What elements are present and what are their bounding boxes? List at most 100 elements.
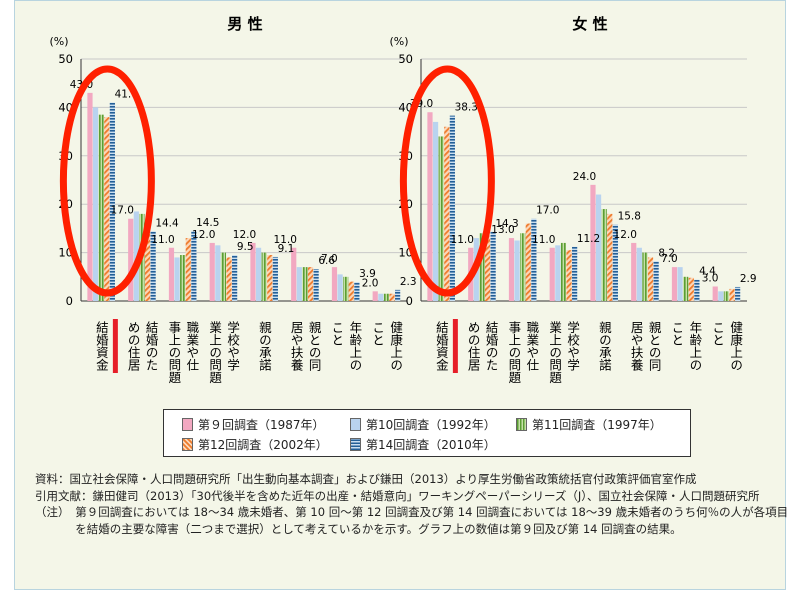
note-text: 鎌田健司（2013）「30代後半を含めた近年の出産・結婚意向」ワーキングペーパー… xyxy=(92,488,760,503)
bar xyxy=(354,282,360,301)
data-label: 13.0 xyxy=(491,224,514,236)
data-label: 11.2 xyxy=(577,233,600,245)
bar xyxy=(220,252,227,301)
legend-item: 第12回調査（2002年） xyxy=(182,436,328,453)
bar xyxy=(560,242,567,301)
data-label: 7.0 xyxy=(661,253,678,265)
legend-label: 第10回調査（1992年） xyxy=(366,418,496,432)
bar xyxy=(525,223,531,301)
bar xyxy=(302,267,308,301)
legend-label: 第11回調査（1997年） xyxy=(532,418,662,432)
bar xyxy=(549,247,555,301)
x-tick-label: 職業や仕事上の問題 xyxy=(506,321,539,384)
y-unit-label: (%) xyxy=(49,35,68,48)
data-label: 38.3 xyxy=(455,102,478,114)
bar xyxy=(520,233,526,301)
panel-title: 女 性 xyxy=(572,15,607,33)
figure-panel: 男 性 (%) 0 10 20 30 40 50 結婚資金 結婚のための住居 職業や仕事上の問題 学校… xyxy=(14,0,788,590)
chart-legend: 第９回調査（1987年） 第10回調査（1992年） 第11回調査（1997年） 第1… xyxy=(163,409,691,457)
bar xyxy=(735,286,741,301)
x-tick-label: 健康上のこと xyxy=(710,321,743,371)
bar xyxy=(671,267,678,301)
note-row: 引用文献： 鎌田健司（2013）「30代後半を含めた近年の出産・結婚意向」ワーキン… xyxy=(35,488,795,505)
note-text: 第９回調査においては 18～34 歳未婚者、第 10 回～第 12 回調査及び第… xyxy=(75,505,789,536)
note-key: 引用文献： xyxy=(35,488,93,503)
y-tick-label: 40 xyxy=(58,100,73,114)
data-label: 7.0 xyxy=(321,253,338,265)
bar xyxy=(215,245,221,301)
bar xyxy=(331,267,338,301)
bar xyxy=(677,267,683,301)
bar xyxy=(653,261,659,301)
data-label: 2.9 xyxy=(740,273,757,285)
x-tick-label: 結婚資金 xyxy=(94,321,109,371)
x-tick-label: 親の承諾 xyxy=(597,321,612,371)
legend-item: 第11回調査（1997年） xyxy=(516,416,662,433)
y-tick-label: 0 xyxy=(406,294,413,308)
x-tick-label: 親との同居や扶養 xyxy=(289,321,322,372)
bar xyxy=(590,184,596,301)
x-tick-label: 年齢上のこと xyxy=(669,321,702,371)
bar xyxy=(226,257,232,301)
bar xyxy=(607,213,613,301)
data-label: 17.0 xyxy=(536,205,559,217)
bar xyxy=(180,255,186,301)
data-label: 3.0 xyxy=(702,272,719,284)
bar xyxy=(87,92,93,301)
legend-swatch xyxy=(182,438,193,451)
bar xyxy=(348,281,354,301)
data-label: 14.4 xyxy=(155,217,179,229)
bar xyxy=(313,269,319,301)
bar xyxy=(291,247,297,301)
bar xyxy=(92,107,99,302)
bar xyxy=(572,246,578,301)
note-row: （注） 第９回調査においては 18～34 歳未婚者、第 10 回～第 12 回調… xyxy=(35,504,795,537)
bar xyxy=(128,218,134,301)
bar xyxy=(174,257,180,301)
legend-swatch xyxy=(182,418,193,431)
bar xyxy=(631,242,637,301)
x-tick-label: 親の承諾 xyxy=(257,321,272,371)
bar xyxy=(232,255,238,301)
bar xyxy=(723,291,730,301)
data-label: 3.9 xyxy=(359,268,376,280)
bar xyxy=(267,255,273,301)
bar xyxy=(432,121,439,301)
bar xyxy=(150,231,156,301)
bar xyxy=(144,218,151,301)
bar xyxy=(688,277,694,301)
note-row: 資料： 国立社会保障・人口問題研究所「出生動向基本調査」および鎌田（2013）より… xyxy=(35,471,795,488)
data-label: 14.3 xyxy=(495,218,518,230)
bar xyxy=(307,267,314,301)
bar xyxy=(647,257,654,301)
bar xyxy=(261,252,267,301)
bar xyxy=(109,102,115,301)
data-label: 11.0 xyxy=(451,234,474,246)
note-key: 資料： xyxy=(35,472,70,486)
data-label: 12.0 xyxy=(192,229,215,241)
bar xyxy=(642,252,648,301)
legend-label: 第14回調査（2010年） xyxy=(366,438,496,452)
bar xyxy=(531,218,537,301)
bar xyxy=(444,126,450,301)
bar xyxy=(372,291,378,301)
bar xyxy=(209,242,215,301)
bar xyxy=(272,256,278,301)
x-tick-label: 結婚のための住居 xyxy=(126,321,159,372)
y-tick-label: 50 xyxy=(58,52,73,66)
bar xyxy=(337,274,343,301)
bar xyxy=(378,293,384,301)
data-label: 17.0 xyxy=(111,205,134,217)
bar xyxy=(490,231,496,301)
y-tick-label: 40 xyxy=(398,100,413,114)
highlight-circle xyxy=(59,65,155,297)
bar xyxy=(255,247,262,301)
bar xyxy=(449,115,455,302)
x-tick-label: 健康上のこと xyxy=(370,321,403,371)
x-tick-label: 学校や学業上の問題 xyxy=(207,320,240,384)
data-label: 2.3 xyxy=(400,276,417,288)
bar xyxy=(427,112,433,302)
bar xyxy=(595,194,602,301)
bar xyxy=(343,276,349,301)
